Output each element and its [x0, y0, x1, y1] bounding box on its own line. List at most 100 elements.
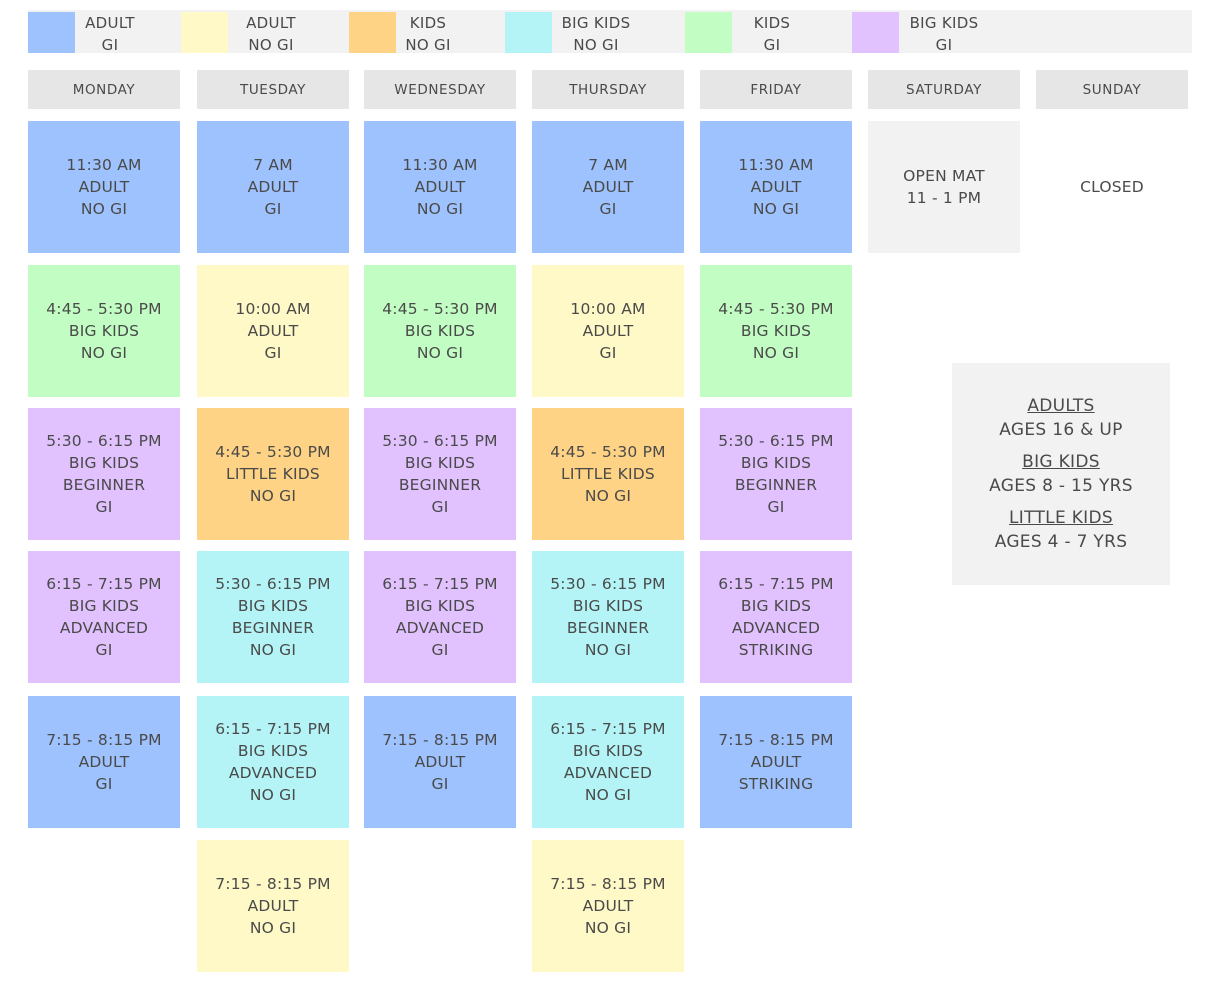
class-detail: ADULT: [247, 178, 299, 196]
class-detail: NO GI: [584, 487, 632, 505]
age-group-adults: ADULTS AGES 16 & UP: [999, 394, 1122, 442]
class-block-friday: 11:30 AM ADULT NO GI: [700, 121, 852, 253]
class-block-monday: 6:15 - 7:15 PM BIG KIDS ADVANCED GI: [28, 551, 180, 683]
class-detail: CLOSED: [1080, 178, 1144, 196]
class-block-saturday: OPEN MAT 11 - 1 PM: [868, 121, 1020, 253]
class-time: 5:30 - 6:15 PM: [46, 432, 162, 450]
class-detail: BEGINNER: [734, 476, 818, 494]
class-time: 6:15 - 7:15 PM: [550, 720, 666, 738]
legend-swatch: [181, 12, 228, 53]
class-time: 7:15 - 8:15 PM: [718, 731, 834, 749]
class-block-thursday: 5:30 - 6:15 PM BIG KIDS BEGINNER NO GI: [532, 551, 684, 683]
class-detail: BEGINNER: [62, 476, 146, 494]
class-detail: ADULT: [414, 178, 466, 196]
class-detail: LITTLE KIDS: [561, 465, 655, 483]
class-detail: BIG KIDS: [572, 742, 644, 760]
class-time: 10:00 AM: [570, 300, 646, 318]
legend-swatch: [505, 12, 552, 53]
legend-label-line: GI: [935, 36, 953, 54]
class-detail: GI: [264, 344, 282, 362]
class-detail: BIG KIDS: [740, 322, 812, 340]
legend-label-line: NO GI: [248, 36, 294, 54]
class-block-thursday: 10:00 AM ADULT GI: [532, 265, 684, 397]
class-block-friday: 5:30 - 6:15 PM BIG KIDS BEGINNER GI: [700, 408, 852, 540]
class-detail: NO GI: [249, 919, 297, 937]
class-block-wednesday: 6:15 - 7:15 PM BIG KIDS ADVANCED GI: [364, 551, 516, 683]
class-block-sunday: CLOSED: [1036, 121, 1188, 253]
legend-label-line: NO GI: [405, 36, 451, 54]
legend-label-line: NO GI: [573, 36, 619, 54]
class-block-monday: 5:30 - 6:15 PM BIG KIDS BEGINNER GI: [28, 408, 180, 540]
class-time: 4:45 - 5:30 PM: [215, 443, 331, 461]
class-block-monday: 4:45 - 5:30 PM BIG KIDS NO GI: [28, 265, 180, 397]
class-block-wednesday: 5:30 - 6:15 PM BIG KIDS BEGINNER GI: [364, 408, 516, 540]
class-detail: NO GI: [584, 786, 632, 804]
class-detail: NO GI: [416, 344, 464, 362]
class-time: 6:15 - 7:15 PM: [46, 575, 162, 593]
age-group-range: AGES 16 & UP: [999, 420, 1123, 440]
class-detail: ADVANCED: [563, 764, 653, 782]
legend-swatch: [28, 12, 75, 53]
legend-label-line: BIG KIDS: [561, 14, 631, 32]
day-header-wednesday: WEDNESDAY: [364, 70, 516, 109]
class-detail: STRIKING: [738, 775, 814, 793]
class-detail: NO GI: [249, 487, 297, 505]
class-detail: BIG KIDS: [68, 322, 140, 340]
class-detail: BEGINNER: [231, 619, 315, 637]
class-block-tuesday: 10:00 AM ADULT GI: [197, 265, 349, 397]
class-detail: GI: [767, 498, 785, 516]
class-detail: NO GI: [249, 641, 297, 659]
class-time: 6:15 - 7:15 PM: [718, 575, 834, 593]
class-time: 11:30 AM: [738, 156, 814, 174]
class-time: 7:15 - 8:15 PM: [550, 875, 666, 893]
class-detail: ADULT: [582, 178, 634, 196]
class-time: 7 AM: [588, 156, 628, 174]
legend-label-line: GI: [101, 36, 119, 54]
class-detail: ADULT: [78, 178, 130, 196]
class-detail: ADULT: [582, 322, 634, 340]
age-group-range: AGES 8 - 15 YRS: [989, 476, 1133, 496]
legend-label-line: BIG KIDS: [909, 14, 979, 32]
class-detail: GI: [264, 200, 282, 218]
legend-swatch: [685, 12, 732, 53]
class-time: 11:30 AM: [402, 156, 478, 174]
class-time: 7:15 - 8:15 PM: [46, 731, 162, 749]
legend-label: KIDS NO GI: [400, 12, 456, 56]
class-detail: NO GI: [80, 200, 128, 218]
class-detail: ADVANCED: [59, 619, 149, 637]
class-block-friday: 7:15 - 8:15 PM ADULT STRIKING: [700, 696, 852, 828]
class-detail: ADVANCED: [228, 764, 318, 782]
class-detail: GI: [95, 498, 113, 516]
class-block-thursday: 4:45 - 5:30 PM LITTLE KIDS NO GI: [532, 408, 684, 540]
class-detail: NO GI: [80, 344, 128, 362]
class-time: 4:45 - 5:30 PM: [46, 300, 162, 318]
legend-label-line: GI: [763, 36, 781, 54]
class-detail: BIG KIDS: [68, 454, 140, 472]
class-detail: ADULT: [750, 753, 802, 771]
legend-swatch: [852, 12, 899, 53]
legend-label-line: KIDS: [409, 14, 447, 32]
age-group-big-kids: BIG KIDS AGES 8 - 15 YRS: [989, 450, 1133, 498]
class-block-wednesday: 11:30 AM ADULT NO GI: [364, 121, 516, 253]
day-header-thursday: THURSDAY: [532, 70, 684, 109]
class-detail: NO GI: [584, 641, 632, 659]
day-header-friday: FRIDAY: [700, 70, 852, 109]
class-detail: BIG KIDS: [404, 454, 476, 472]
class-detail: BIG KIDS: [237, 742, 309, 760]
class-block-tuesday: 7:15 - 8:15 PM ADULT NO GI: [197, 840, 349, 972]
age-group-range: AGES 4 - 7 YRS: [994, 532, 1128, 552]
class-detail: BIG KIDS: [68, 597, 140, 615]
day-header-saturday: SATURDAY: [868, 70, 1020, 109]
legend-label: BIG KIDS NO GI: [556, 12, 636, 56]
legend-label: ADULT GI: [80, 12, 140, 56]
class-block-thursday: 7:15 - 8:15 PM ADULT NO GI: [532, 840, 684, 972]
class-detail: GI: [95, 641, 113, 659]
class-block-thursday: 6:15 - 7:15 PM BIG KIDS ADVANCED NO GI: [532, 696, 684, 828]
class-block-thursday: 7 AM ADULT GI: [532, 121, 684, 253]
class-block-tuesday: 4:45 - 5:30 PM LITTLE KIDS NO GI: [197, 408, 349, 540]
class-block-wednesday: 4:45 - 5:30 PM BIG KIDS NO GI: [364, 265, 516, 397]
day-header-monday: MONDAY: [28, 70, 180, 109]
class-detail: ADULT: [414, 753, 466, 771]
legend-label-line: KIDS: [753, 14, 791, 32]
legend-label: BIG KIDS GI: [900, 12, 988, 56]
